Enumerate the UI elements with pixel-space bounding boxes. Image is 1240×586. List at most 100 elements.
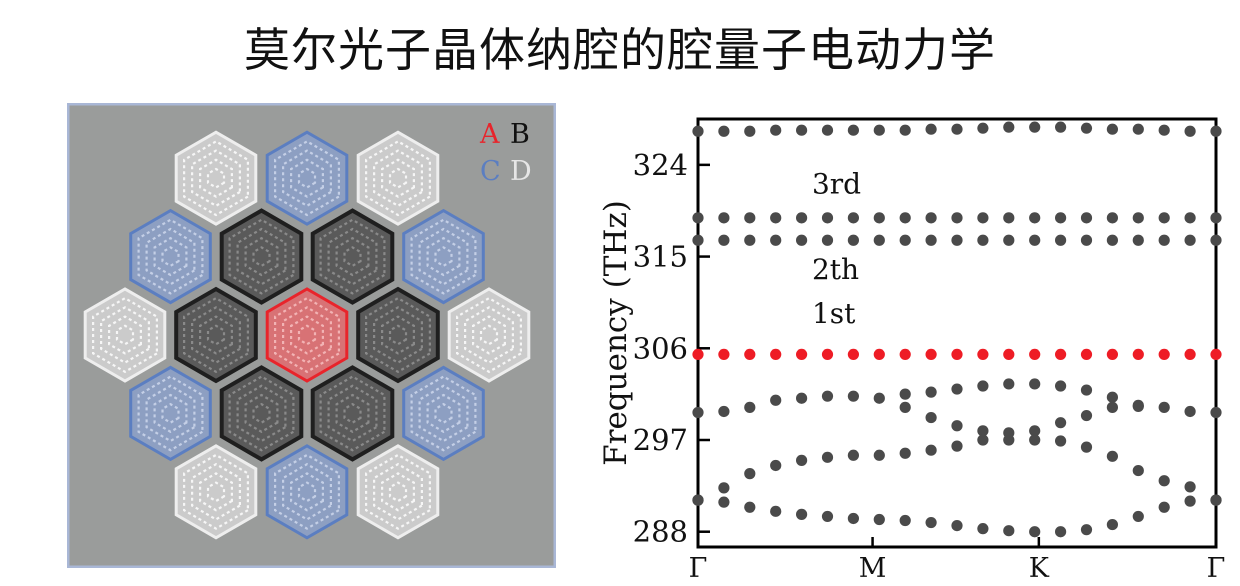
band-point [770, 394, 782, 406]
band-point [847, 124, 859, 136]
hex-cell-c [129, 208, 212, 305]
band-point-first [847, 348, 859, 360]
band-point [1210, 212, 1222, 224]
band-point [1029, 526, 1041, 538]
band-point [847, 449, 859, 461]
band-point [770, 459, 782, 472]
band-point [847, 234, 859, 246]
band-point [1132, 123, 1144, 135]
band-point [1158, 475, 1170, 487]
band-point [1184, 405, 1196, 418]
band-point [718, 212, 730, 224]
band-point [873, 449, 885, 461]
band-point [770, 505, 782, 517]
band-point [951, 123, 963, 135]
legend-label-b: B [510, 119, 530, 150]
band-point [1132, 234, 1144, 246]
band-structure-chart: 288 297 306 315 324 Γ M K Γ 3rd 2th 1st Frequency… [588, 100, 1228, 584]
band-point [821, 390, 834, 402]
band-point-first [744, 348, 756, 360]
chart-svg: 288 297 306 315 324 Γ M K Γ 3rd 2th 1st Frequency… [598, 117, 1225, 584]
band-point [847, 212, 859, 224]
band-point [951, 212, 963, 224]
band-point [977, 434, 989, 446]
hex-cell-b [174, 286, 258, 384]
hex-cell-d [447, 287, 531, 383]
band-point [1184, 212, 1196, 224]
band-point-first [1080, 348, 1093, 360]
band-point [821, 124, 834, 136]
band-point [925, 386, 937, 398]
band-point-first [821, 348, 834, 360]
band-point [1055, 435, 1067, 447]
band-points [692, 121, 1222, 538]
band-label: 1st [812, 297, 856, 330]
x-tick-label: Γ [689, 553, 708, 582]
band-point [899, 212, 911, 224]
band-point [873, 124, 885, 136]
band-point [1003, 434, 1015, 446]
legend-label-d: D [510, 156, 532, 187]
hex-cell-d [356, 130, 440, 226]
band-point-first [1029, 348, 1041, 360]
band-point-first [925, 348, 937, 360]
band-point [977, 425, 989, 437]
band-point [1055, 121, 1067, 133]
hex-cell-c [265, 444, 349, 540]
band-point [796, 392, 808, 404]
band-point [1003, 234, 1015, 246]
band-point [821, 510, 834, 523]
band-point-first [1184, 348, 1196, 360]
band-point [1080, 441, 1093, 453]
band-point [1080, 212, 1093, 224]
lattice-panel: A B C D [66, 102, 557, 569]
band-point [744, 501, 756, 513]
band-point [796, 124, 808, 136]
band-point [951, 420, 963, 432]
band-point [925, 444, 937, 456]
band-point [899, 124, 911, 136]
band-point [977, 234, 989, 246]
band-point [1106, 518, 1118, 531]
band-point [1210, 494, 1222, 506]
band-point [718, 482, 730, 494]
band-point [692, 494, 704, 506]
band-point [1055, 417, 1067, 429]
hex-cell-c [129, 365, 212, 462]
band-point [1029, 378, 1041, 390]
band-point [925, 411, 937, 424]
band-point [692, 125, 704, 137]
hex-cell-a [265, 287, 349, 383]
band-point [1106, 123, 1118, 135]
band-point [873, 234, 885, 246]
x-tick-label: M [859, 553, 887, 582]
band-point [977, 212, 989, 224]
band-annotations: 3rd 2th 1st [812, 167, 861, 329]
band-point [1106, 212, 1118, 224]
hex-cell-c [402, 208, 485, 305]
band-point [873, 392, 885, 404]
band-point [925, 212, 937, 224]
band-label: 2th [812, 253, 859, 286]
band-point [977, 380, 989, 392]
band-label: 3rd [812, 167, 861, 200]
band-point [1080, 234, 1093, 246]
band-point [1080, 524, 1093, 536]
band-point [1106, 401, 1118, 413]
y-tick-label: 288 [633, 515, 688, 549]
band-point-first [718, 348, 730, 360]
y-tick-label: 324 [633, 148, 688, 182]
band-point [951, 520, 963, 532]
band-point [770, 212, 782, 224]
band-point [899, 388, 911, 400]
band-point-first [796, 348, 808, 360]
y-axis-label: Frequency (THz) [598, 200, 634, 466]
band-point [1158, 124, 1170, 136]
x-tick-label: K [1029, 553, 1050, 582]
band-point [1132, 400, 1144, 412]
band-point [796, 234, 808, 246]
band-point-first [692, 348, 704, 360]
y-tick-label: 315 [633, 240, 688, 274]
band-point [977, 122, 989, 134]
